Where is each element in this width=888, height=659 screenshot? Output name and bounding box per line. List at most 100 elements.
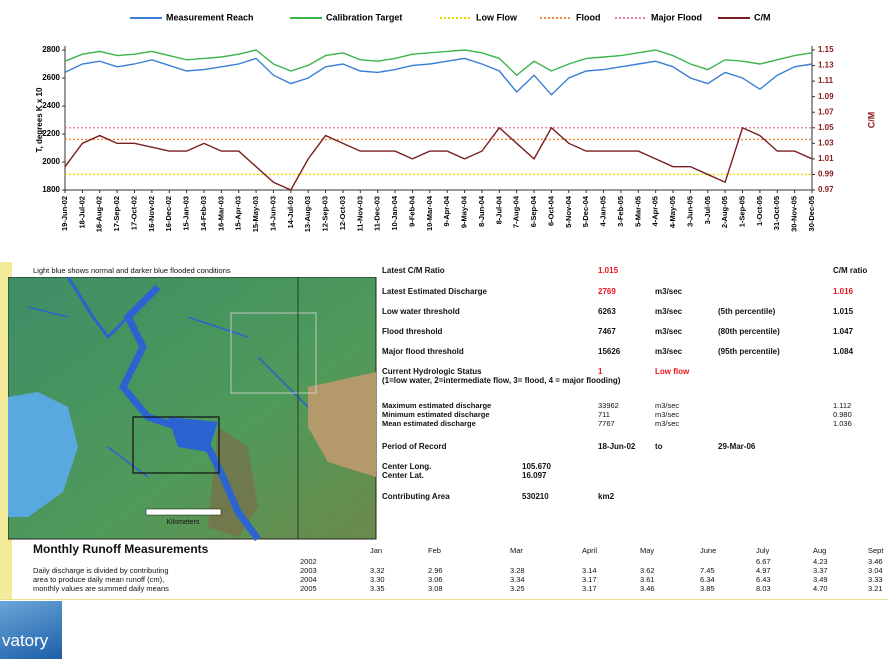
- info-value: 1.015: [598, 266, 619, 275]
- separator: [0, 599, 888, 600]
- month-header: Jan: [370, 546, 383, 555]
- runoff-value: 3.21: [868, 584, 883, 593]
- runoff-value: 3.17: [582, 575, 597, 584]
- runoff-title: Monthly Runoff Measurements: [33, 542, 209, 556]
- runoff-note: Daily discharge is divided by contributi…: [33, 566, 169, 575]
- runoff-value: 4.70: [813, 584, 828, 593]
- x-tick-label: 1-Sep-05: [737, 196, 746, 227]
- month-header: Feb: [428, 546, 441, 555]
- runoff-note: monthly values are summed daily means: [33, 584, 169, 593]
- info-note: 29-Mar-06: [718, 442, 756, 451]
- x-tick-label: 10-Jan-04: [390, 195, 399, 230]
- info-unit: m3/sec: [655, 307, 683, 316]
- runoff-value: 3.06: [428, 575, 443, 584]
- info-label: Major flood threshold: [382, 347, 464, 356]
- x-tick-label: 19-Jun-02: [60, 196, 69, 231]
- info-label: Mean estimated discharge: [382, 419, 476, 428]
- runoff-value: 3.17: [582, 584, 597, 593]
- y-tick-label: 2000: [42, 157, 60, 166]
- x-tick-label: 14-Jun-03: [268, 196, 277, 231]
- x-tick-label: 15-May-03: [251, 196, 260, 232]
- series-line: [64, 126, 813, 191]
- info-value: 711: [598, 410, 610, 419]
- y-tick-label: 2600: [42, 73, 60, 82]
- logo: vatory: [0, 601, 62, 659]
- y2-tick-label: 1.05: [818, 123, 834, 132]
- month-header: July: [756, 546, 770, 555]
- series-line: [64, 57, 813, 96]
- chart: 1800 2000 2200 2400 2600 2800 0.97 0.99 1.01 1.03…: [35, 12, 876, 232]
- x-tick-label: 14-Feb-03: [199, 196, 208, 231]
- x-tick-label: 8-Jun-04: [477, 195, 486, 227]
- x-tick-label: 12-Sep-03: [321, 196, 330, 231]
- map-caption: Light blue shows normal and darker blue …: [33, 266, 231, 275]
- x-tick-label: 11-Nov-03: [355, 196, 364, 231]
- legend-label: Flood: [576, 12, 601, 22]
- info-label: Current Hydrologic Status: [382, 367, 482, 376]
- info-label: Minimum estimated discharge: [382, 410, 490, 419]
- runoff-value: 2.96: [428, 566, 443, 575]
- runoff-value: 6.34: [700, 575, 715, 584]
- info-label: Center Lat.: [382, 471, 424, 480]
- legend-label: Calibration Target: [326, 12, 402, 22]
- x-tick-label: 30-Dec-05: [807, 196, 816, 231]
- month-header: June: [700, 546, 717, 555]
- y2-tick-label: 1.07: [818, 107, 834, 116]
- info-label: Latest C/M Ratio: [382, 266, 445, 275]
- y2-tick-label: 1.13: [818, 61, 834, 70]
- y2-axis-label: C/M: [866, 112, 876, 129]
- runoff-year: 2005: [300, 584, 317, 593]
- info-ratio: 1.016: [833, 287, 854, 296]
- x-tick-label: 6-Sep-04: [529, 195, 538, 227]
- info-unit: m3/sec: [655, 287, 683, 296]
- y2-tick-label: 1.03: [818, 138, 834, 147]
- x-tick-label: 16-Mar-03: [216, 196, 225, 231]
- runoff-year: 2004: [300, 575, 317, 584]
- info-detail: (1=low water, 2=intermediate flow, 3= fl…: [382, 376, 621, 385]
- runoff-value: 3.46: [868, 557, 883, 566]
- info-value: 105.670: [522, 462, 551, 471]
- legend-label: Measurement Reach: [166, 12, 254, 22]
- month-header: Aug: [813, 546, 827, 555]
- x-tick-label: 3-Feb-05: [616, 196, 625, 227]
- runoff-value: 3.49: [813, 575, 828, 584]
- info-value: 16.097: [522, 471, 547, 480]
- info-value: 1: [598, 367, 603, 376]
- y2-tick-label: 1.01: [818, 154, 834, 163]
- runoff-value: 7.45: [700, 566, 715, 575]
- info-unit: m3/sec: [655, 419, 680, 428]
- runoff-value: 3.61: [640, 575, 655, 584]
- info-value: 530210: [522, 492, 549, 501]
- runoff-value: 3.04: [868, 566, 883, 575]
- runoff-value: 3.25: [510, 584, 525, 593]
- x-tick-label: 4-Jan-05: [599, 196, 608, 226]
- info-value: 2769: [598, 287, 616, 296]
- x-tick-label: 9-Apr-04: [442, 195, 451, 226]
- runoff-value: 3.28: [510, 566, 525, 575]
- runoff-value: 4.23: [813, 557, 828, 566]
- logo-text: vatory: [2, 631, 49, 650]
- x-tick-label: 15-Apr-03: [234, 196, 243, 231]
- info-ratio: 0.980: [833, 410, 852, 419]
- info-label: Period of Record: [382, 442, 447, 451]
- x-tick-label: 15-Jan-03: [182, 196, 191, 231]
- report: Light blue shows normal and darker blue …: [8, 266, 883, 593]
- runoff-value: 3.08: [428, 584, 443, 593]
- runoff-value: 3.30: [370, 575, 385, 584]
- y-tick-label: 2800: [42, 45, 60, 54]
- runoff-value: 3.32: [370, 566, 385, 575]
- info-ratio: 1.015: [833, 307, 854, 316]
- legend-label: C/M: [754, 12, 771, 22]
- info-value: 6263: [598, 307, 616, 316]
- x-tick-label: 3-Jun-05: [685, 196, 694, 227]
- runoff-value: 3.37: [813, 566, 828, 575]
- info-label: Contributing Area: [382, 492, 450, 501]
- map-scale-label: Kilometers: [166, 519, 200, 526]
- x-tick-label: 18-Jul-02: [77, 196, 86, 229]
- info-value: 18-Jun-02: [598, 442, 636, 451]
- info-ratio: C/M ratio: [833, 266, 868, 275]
- x-tick-label: 12-Oct-03: [338, 196, 347, 230]
- runoff-value: 3.33: [868, 575, 883, 584]
- info-ratio: 1.036: [833, 419, 852, 428]
